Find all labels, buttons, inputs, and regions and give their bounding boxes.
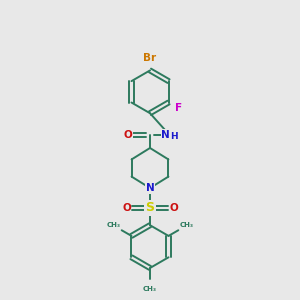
- Text: O: O: [123, 130, 132, 140]
- Text: CH₃: CH₃: [143, 286, 157, 292]
- Text: CH₃: CH₃: [180, 223, 194, 229]
- Text: N: N: [161, 130, 170, 140]
- Text: H: H: [171, 133, 178, 142]
- Text: CH₃: CH₃: [106, 223, 120, 229]
- Text: N: N: [146, 183, 154, 193]
- Text: Br: Br: [143, 53, 157, 63]
- Text: O: O: [169, 203, 178, 213]
- Text: O: O: [122, 203, 131, 213]
- Text: S: S: [146, 202, 154, 214]
- Text: F: F: [175, 103, 182, 113]
